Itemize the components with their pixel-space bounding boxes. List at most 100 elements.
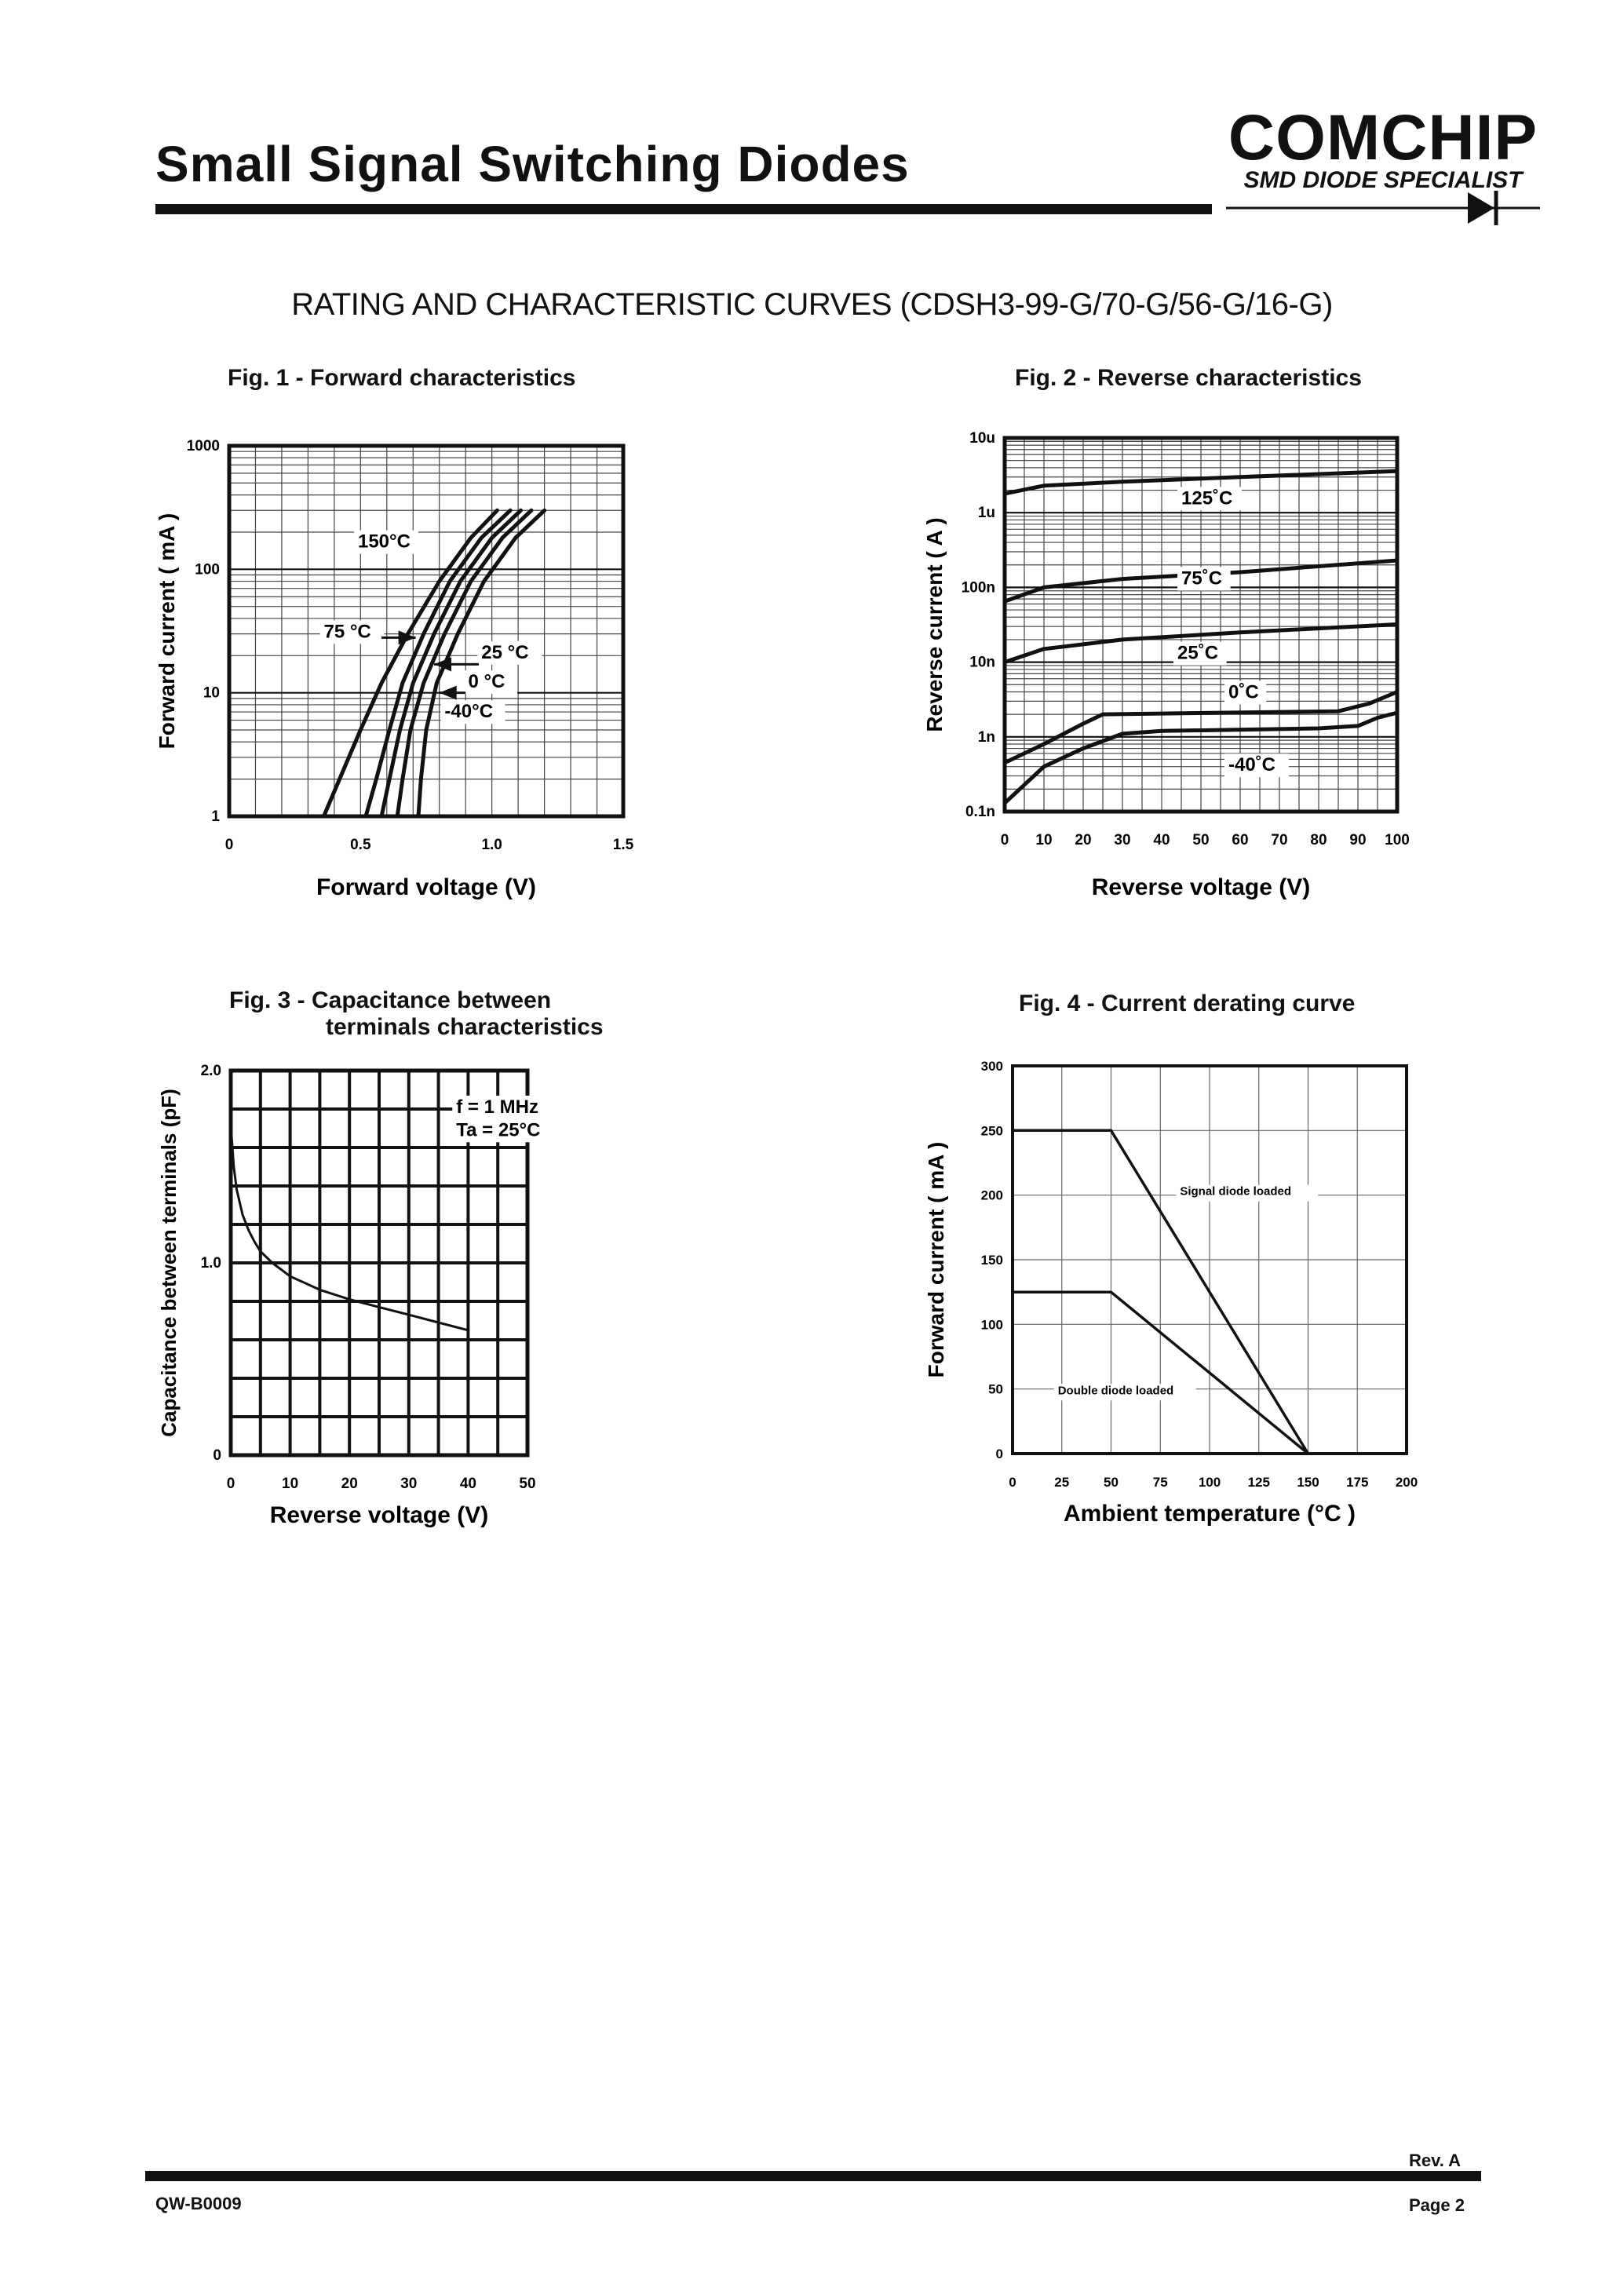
annotation-background	[464, 670, 518, 695]
series-line-150c	[322, 508, 499, 819]
x-tick-label: 10	[282, 1476, 298, 1492]
annotation-background	[319, 620, 385, 644]
annotation-background	[1173, 641, 1227, 666]
annotation-label: 0 °C	[469, 671, 505, 692]
x-tick-label: 50	[1192, 832, 1209, 848]
fig2-chart: 0 10 20 30 40 50 60 70 80 90 100 0.1n 1n 10n 100n 1u 10u…	[922, 430, 1410, 900]
x-tick-label: 50	[1104, 1475, 1119, 1490]
x-tick-label: 100	[1199, 1475, 1221, 1490]
x-axis-label: Reverse voltage (V)	[270, 1502, 488, 1528]
annotation-background	[1177, 487, 1242, 511]
y-tick-label: 1n	[978, 729, 995, 746]
annotation-background	[1176, 1184, 1319, 1202]
x-tick-label: 75	[1153, 1475, 1168, 1490]
y-tick-label: 1000	[187, 438, 220, 454]
y-axis-label: Reverse current ( A )	[922, 517, 947, 732]
annotation-label: Double diode loaded	[1058, 1384, 1174, 1397]
annotation-label: Ta = 25°C	[456, 1119, 540, 1140]
series-line-25c	[1002, 622, 1400, 665]
series-line-125c	[1002, 469, 1400, 496]
x-tick-label: 90	[1349, 832, 1366, 848]
company-logo: COMCHIP SMD DIODE SPECIALIST	[1218, 106, 1548, 232]
annotation-background	[440, 700, 505, 724]
annotation-label: 125˚C	[1181, 487, 1232, 509]
plot-frame	[1011, 1064, 1408, 1455]
annotation-label: 0˚C	[1228, 681, 1259, 702]
x-tick-label: 70	[1271, 832, 1287, 848]
series-line--40c	[416, 508, 547, 819]
x-tick-label: 20	[341, 1476, 358, 1492]
x-tick-label: 125	[1248, 1475, 1270, 1490]
series-line--40c	[1002, 710, 1400, 805]
x-tick-label: 0.5	[350, 837, 371, 853]
x-tick-label: 100	[1385, 832, 1410, 848]
x-axis-label: Ambient temperature (°C )	[1064, 1501, 1356, 1527]
fig3-chart: 0 10 20 30 40 50 0 1.0 2.0 Reverse voltage (V) Cap…	[157, 1063, 562, 1528]
page-number: Page 2	[1409, 2195, 1465, 2215]
series-line-75c	[363, 508, 513, 819]
x-tick-label: 50	[519, 1476, 535, 1492]
y-tick-label: 100	[195, 561, 220, 578]
plot-frame	[227, 443, 626, 819]
annotation-background	[1224, 680, 1267, 705]
y-tick-label: 200	[981, 1188, 1003, 1203]
y-tick-label: 2.0	[201, 1063, 221, 1079]
series-line-25c	[379, 508, 523, 819]
pointer-arrow-head	[439, 685, 457, 700]
fig4-chart: 0 25 50 75 100 125 150 175 200 0 50 100 150 200 250 300…	[924, 1059, 1418, 1527]
annotation-label: 75˚C	[1181, 567, 1222, 589]
x-axis-label: Reverse voltage (V)	[1092, 874, 1310, 900]
y-tick-label: 100n	[962, 579, 995, 596]
y-tick-label: 1	[211, 808, 220, 825]
y-tick-label: 300	[981, 1059, 1003, 1074]
logo-name: COMCHIP	[1228, 102, 1538, 173]
series-line-0c	[1002, 690, 1400, 765]
series-line-75c	[1002, 558, 1400, 604]
y-tick-label: 0	[213, 1447, 221, 1464]
annotation-label: f = 1 MHz	[456, 1096, 538, 1118]
x-tick-label: 30	[1114, 832, 1130, 848]
document-title: Small Signal Switching Diodes	[155, 136, 910, 192]
y-tick-label: 10	[203, 685, 220, 702]
x-tick-label: 0	[1001, 832, 1009, 848]
x-tick-label: 30	[400, 1476, 417, 1492]
x-tick-label: 0	[225, 837, 234, 853]
x-tick-label: 1.5	[613, 837, 634, 853]
fig4-title: Fig. 4 - Current derating curve	[1019, 991, 1356, 1016]
document-number: QW-B0009	[155, 2194, 242, 2213]
y-tick-label: 50	[988, 1382, 1003, 1397]
y-axis-label: Capacitance between terminals (pF)	[157, 1089, 181, 1437]
annotation-background	[477, 640, 542, 665]
x-tick-label: 0	[1009, 1475, 1016, 1490]
x-tick-label: 1.0	[481, 837, 502, 853]
logo-tagline: SMD DIODE SPECIALIST	[1243, 167, 1523, 193]
x-tick-label: 0	[227, 1476, 235, 1492]
annotation-background	[353, 530, 418, 554]
y-axis-label: Forward current ( mA )	[155, 513, 179, 750]
y-tick-label: 100	[981, 1317, 1003, 1332]
y-tick-label: 1u	[978, 505, 995, 521]
x-tick-label: 150	[1297, 1475, 1319, 1490]
annotation-background	[1177, 567, 1231, 591]
y-axis-label: Forward current ( mA )	[924, 1142, 948, 1378]
pointer-arrow-head	[434, 657, 452, 672]
y-tick-label: 10n	[969, 655, 995, 671]
header-rule	[155, 204, 1212, 214]
annotation-background	[452, 1095, 562, 1119]
x-tick-label: 20	[1075, 832, 1091, 848]
annotation-label: Signal diode loaded	[1180, 1185, 1291, 1199]
x-axis-label: Forward voltage (V)	[316, 874, 536, 900]
fig2-title: Fig. 2 - Reverse characteristics	[1015, 365, 1362, 391]
series-line-capacitance	[229, 1123, 469, 1332]
plot-frame	[228, 1068, 530, 1458]
pointer-arrow-head	[398, 630, 416, 645]
fig1-title: Fig. 1 - Forward characteristics	[228, 365, 576, 391]
x-tick-label: 80	[1310, 832, 1327, 848]
annotation-background	[452, 1118, 562, 1143]
annotation-label: 25˚C	[1177, 643, 1218, 664]
series-line-doublediodeloaded	[1011, 1290, 1310, 1455]
series-line-0c	[395, 508, 534, 819]
y-tick-label: 150	[981, 1253, 1003, 1268]
y-tick-label: 10u	[969, 430, 995, 447]
y-tick-label: 0.1n	[965, 804, 995, 820]
